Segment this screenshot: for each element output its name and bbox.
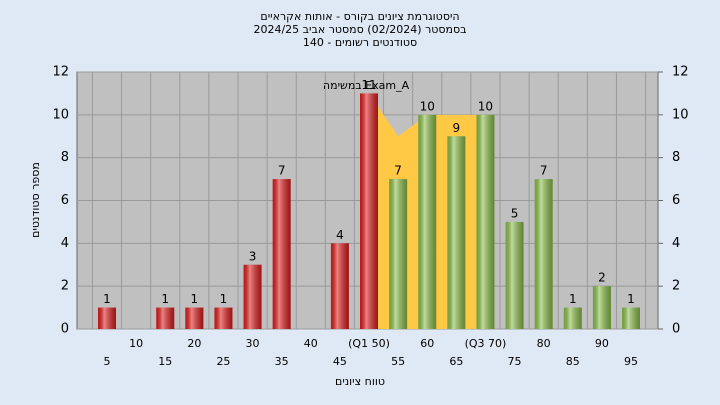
y2-tick-label: 12: [672, 65, 689, 80]
x-tick-label: 80: [537, 337, 551, 350]
bar-shade: [243, 264, 262, 329]
x-tick-label: (Q3 70): [465, 337, 507, 350]
value-label: 1: [627, 292, 635, 306]
x-tick-label: 35: [275, 355, 289, 368]
x-tick-label: 25: [216, 355, 230, 368]
x-tick-label: 60: [420, 337, 434, 350]
bar-shade: [98, 307, 116, 329]
bar-shade: [476, 114, 495, 329]
title-line: סטודנטים רשומים - 140: [303, 36, 417, 49]
y-tick-label: 4: [61, 236, 69, 251]
x-tick-label: 40: [304, 337, 318, 350]
x-tick-label: 30: [246, 337, 260, 350]
y2-tick-label: 6: [672, 193, 680, 208]
bar-shade: [360, 93, 378, 330]
x-tick-label: 95: [624, 355, 638, 368]
value-label: 9: [453, 121, 461, 135]
bar-shade: [272, 179, 291, 329]
x-tick-label: 90: [595, 337, 609, 350]
value-label: 5: [511, 206, 519, 220]
value-label: 1: [161, 292, 169, 306]
y-tick-label: 12: [52, 65, 69, 80]
y2-tick-label: 10: [672, 107, 689, 122]
value-label: 7: [540, 164, 548, 178]
x-tick-label: 10: [129, 337, 143, 350]
value-label: 7: [394, 164, 402, 178]
bar-shade: [447, 136, 466, 329]
value-label: 7: [278, 164, 286, 178]
y-tick-label: 8: [61, 150, 69, 165]
bar-shade: [389, 179, 408, 329]
bar-shade: [534, 179, 553, 329]
annotation: במשימה Exam_A: [323, 79, 410, 92]
bar-shade: [622, 307, 640, 329]
bar-shade: [563, 307, 582, 329]
y-tick-label: 10: [52, 107, 69, 122]
y2-tick-label: 0: [672, 322, 680, 337]
title-line: היסטוגרמת ציונים בקורס - אותות אקראיים: [260, 10, 459, 23]
y2-tick-label: 2: [672, 279, 680, 294]
bar-shade: [592, 286, 611, 329]
x-tick-label: 45: [333, 355, 347, 368]
bar-shade: [505, 221, 524, 329]
value-label: 10: [420, 99, 435, 113]
x-tick-label: 55: [391, 355, 405, 368]
y2-tick-label: 8: [672, 150, 680, 165]
bar-shade: [214, 307, 233, 329]
value-label: 10: [478, 99, 493, 113]
x-tick-label: 15: [158, 355, 172, 368]
value-label: 1: [569, 292, 577, 306]
x-axis-label: טווח ציונים: [335, 375, 385, 388]
value-label: 1: [220, 292, 228, 306]
y-axis-label: מספר סטודנטים: [29, 162, 42, 238]
x-tick-label: (Q1 50): [348, 337, 390, 350]
title-line: בסמסטר (02/2024) סמסטר אביב 2024/25: [253, 23, 466, 36]
bar-shade: [330, 243, 349, 329]
y-tick-label: 2: [61, 279, 69, 294]
y-tick-label: 0: [61, 322, 69, 337]
value-label: 1: [191, 292, 199, 306]
value-label: 3: [249, 249, 257, 263]
value-label: 11: [361, 78, 376, 92]
value-label: 1: [103, 292, 111, 306]
bar-shade: [156, 307, 175, 329]
x-tick-label: 85: [566, 355, 580, 368]
bar-shade: [418, 114, 437, 329]
y-tick-label: 6: [61, 193, 69, 208]
value-label: 2: [598, 271, 606, 285]
x-tick-label: 20: [187, 337, 201, 350]
x-tick-label: 5: [104, 355, 111, 368]
y2-tick-label: 4: [672, 236, 680, 251]
value-label: 4: [336, 228, 344, 242]
bar-shade: [185, 307, 204, 329]
x-tick-label: 65: [449, 355, 463, 368]
x-tick-label: 75: [508, 355, 522, 368]
